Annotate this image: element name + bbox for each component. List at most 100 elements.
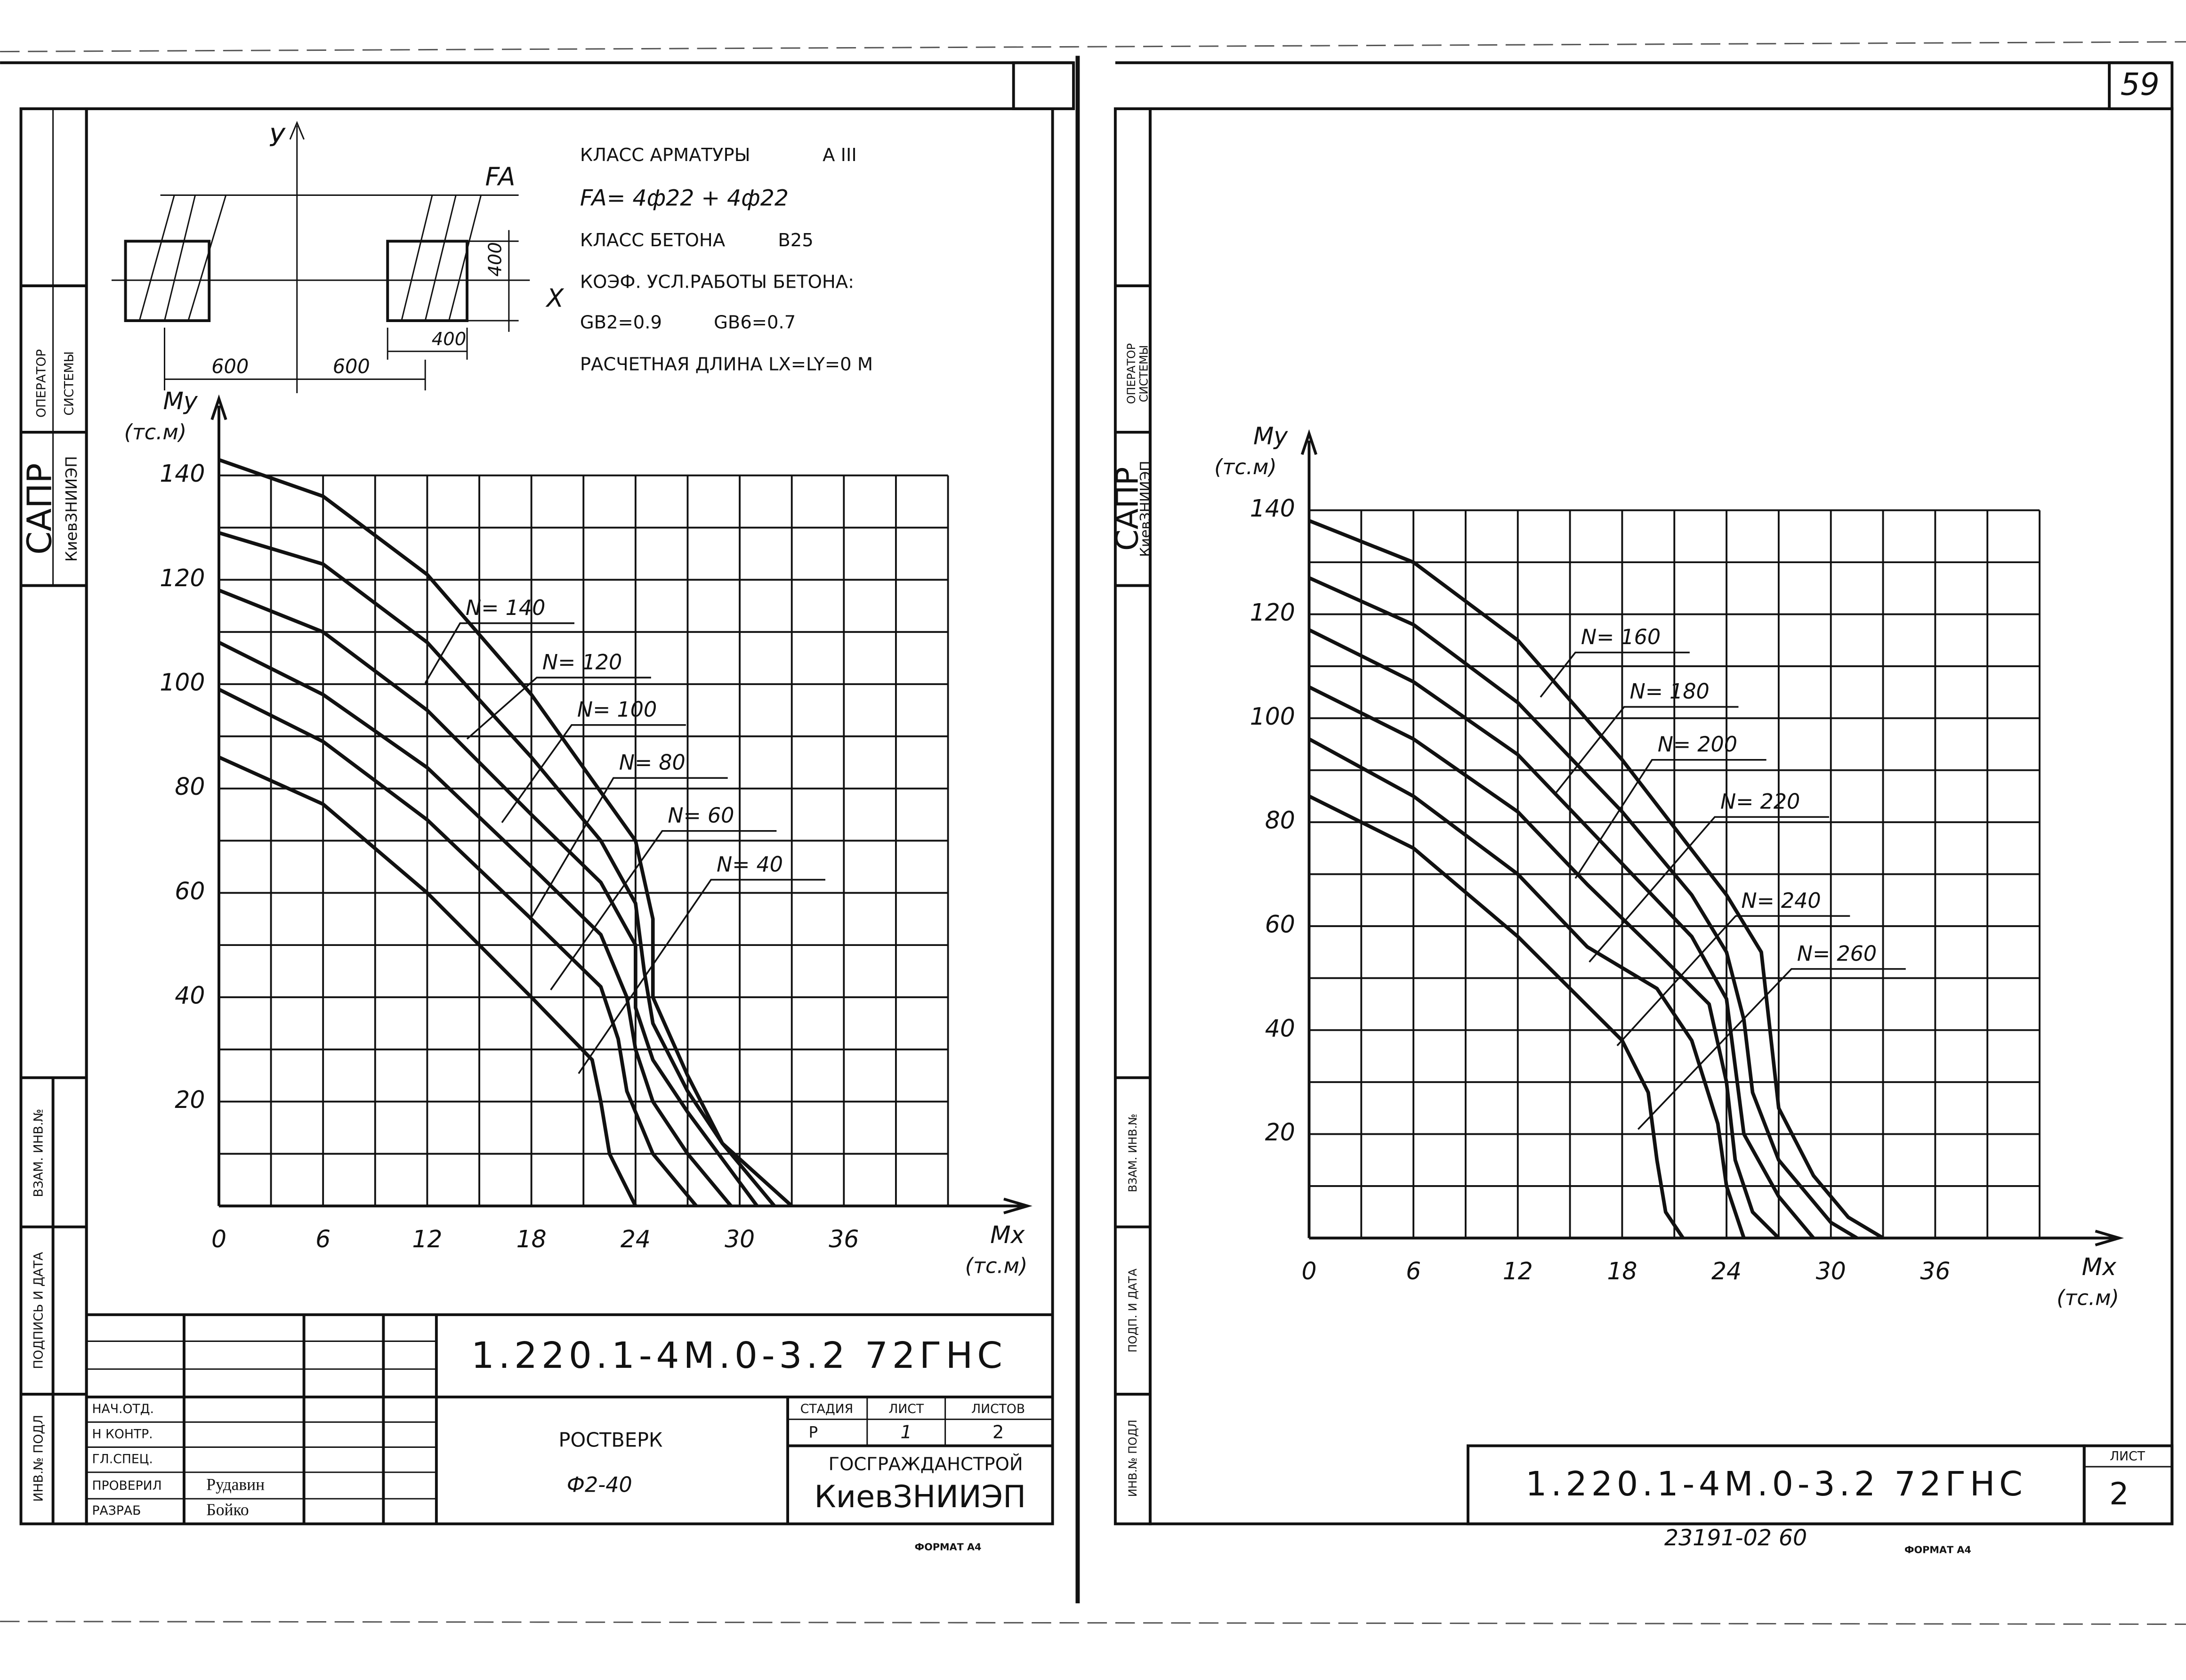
curve-label: N= 120 (542, 650, 622, 674)
section-sketch: У X FA 400 400 600 600 (111, 121, 565, 394)
curve-label: N= 140 (466, 596, 545, 620)
leader-line (550, 830, 777, 991)
curve (1308, 576, 1858, 1240)
col-head: СТАДИЯ (800, 1402, 853, 1416)
curve-label: N= 240 (1741, 889, 1821, 913)
curve (218, 588, 759, 1207)
left-title-block: 1.220.1-4М.0-3.2 72ГНС НАЧ.ОТД. Н КОНТР.… (86, 1313, 1053, 1553)
stamp-text: ПОДП. И ДАТА (1126, 1268, 1139, 1352)
y-tick-label: 20 (175, 1086, 205, 1114)
stamp-text: КиевЗНИИЭП (1137, 461, 1153, 557)
cell: 1 (900, 1422, 912, 1443)
right-frame: 59 ОПЕРАТОР СИСТЕМЫ САПР КиевЗНИИЭП ВЗАМ… (1110, 61, 2174, 1556)
curve-label: N= 200 (1658, 733, 1737, 757)
dim-label: 400 (485, 242, 506, 276)
leader-line (466, 677, 651, 740)
stamp-text: ВЗАМ. ИНВ.№ (1126, 1114, 1139, 1192)
archive-number: 23191-02 60 (1664, 1525, 1807, 1551)
y-tick-label: 140 (1250, 494, 1295, 522)
left-frame (0, 61, 1075, 1526)
x-axis-label: Mx (990, 1221, 1025, 1249)
col-head: ЛИСТ (888, 1402, 924, 1416)
x-tick-label: 36 (829, 1225, 859, 1253)
x-axis-label: Mx (2082, 1253, 2117, 1281)
y-tick-label: 120 (160, 564, 205, 592)
note: А III (823, 145, 857, 166)
page-number: 59 (2121, 67, 2160, 103)
y-tick-label: 80 (1265, 807, 1295, 834)
curve-label: N= 220 (1720, 790, 1800, 814)
role: ГЛ.СПЕЦ. (92, 1452, 153, 1467)
stamp-sapr: САПР (20, 463, 59, 555)
axis-y-label: У (269, 123, 286, 153)
y-axis-label: (тс.м) (124, 420, 187, 444)
curve (1308, 685, 1780, 1240)
y-axis (210, 394, 227, 1206)
y-tick-label: 100 (160, 669, 205, 696)
stamp-text: ПОДПИСЬ И ДАТА (31, 1252, 46, 1369)
doc-code: 1.220.1-4М.0-3.2 72ГНС (1525, 1464, 2027, 1503)
sheet-number: 2 (2109, 1477, 2129, 1512)
stamp-text: КиевЗНИИЭП (63, 456, 81, 562)
role: РАЗРАБ (92, 1503, 141, 1518)
leader-line (578, 879, 825, 1074)
leader-line (1574, 759, 1767, 879)
x-tick-label: 12 (1503, 1257, 1533, 1285)
format: ФОРМАТ А4 (915, 1542, 982, 1553)
stamp-text: ИНВ.№ ПОДЛ (31, 1415, 46, 1502)
curve (218, 687, 698, 1207)
x-axis-label: (тс.м) (965, 1254, 1028, 1278)
col-head: ЛИСТОВ (971, 1402, 1025, 1416)
role: ПРОВЕРИЛ (92, 1478, 162, 1493)
axis-x-label: X (545, 283, 565, 313)
note: КОЭФ. УСЛ.РАБОТЫ БЕТОНА: (580, 272, 854, 293)
person: Бойко (206, 1500, 249, 1519)
curve-label: N= 80 (619, 751, 686, 775)
x-tick-label: 30 (1816, 1257, 1846, 1285)
spec-notes: КЛАСС АРМАТУРЫ А III FA= 4ф22 + 4ф22 КЛА… (580, 145, 873, 375)
product-name: РОСТВЕРК (559, 1429, 663, 1452)
stamp-text: ВЗАМ. ИНВ.№ (31, 1109, 46, 1197)
y-axis-label: My (1253, 422, 1288, 450)
leader-line (501, 724, 686, 824)
y-tick-label: 120 (1250, 598, 1295, 626)
note: B25 (778, 230, 813, 251)
curve (1308, 737, 1746, 1239)
y-tick-label: 20 (1265, 1118, 1295, 1146)
leader-line (424, 622, 575, 684)
cut-line (0, 1621, 2186, 1625)
note: FA= 4ф22 + 4ф22 (580, 185, 789, 211)
leader-line (1589, 816, 1829, 963)
y-tick-label: 40 (175, 981, 205, 1009)
x-tick-label: 24 (1711, 1257, 1742, 1285)
x-tick-label: 18 (516, 1225, 547, 1253)
stamp-text: ОПЕРАТОР (34, 349, 48, 418)
stamp-text: СИСТЕМЫ (62, 351, 77, 416)
cut-line (0, 41, 2186, 53)
org: КиевЗНИИЭП (815, 1479, 1026, 1515)
x-tick-label: 18 (1607, 1257, 1637, 1285)
note: РАСЧЕТНАЯ ДЛИНА LX=LY=0 М (580, 354, 873, 375)
sheet-label: ЛИСТ (2110, 1449, 2146, 1464)
curve-label: N= 100 (577, 698, 657, 722)
curve (1308, 794, 1685, 1239)
curve (1308, 628, 1815, 1239)
leader-line (1637, 968, 1906, 1130)
stamp-text: ИНВ.№ ПОДЛ (1126, 1420, 1139, 1497)
y-tick-label: 80 (175, 773, 205, 800)
doc-code: 1.220.1-4М.0-3.2 72ГНС (471, 1335, 1007, 1377)
x-tick-label: 36 (1920, 1257, 1950, 1285)
role: НАЧ.ОТД. (92, 1402, 154, 1416)
y-tick-label: 100 (1250, 703, 1295, 730)
stamp-sapr: САПР (1110, 467, 1145, 551)
x-tick-label: 6 (1406, 1257, 1421, 1285)
cell: 2 (992, 1422, 1004, 1443)
y-axis-label: My (163, 387, 198, 415)
curve (218, 640, 733, 1207)
curve-label: N= 40 (717, 853, 783, 877)
curve-label: N= 180 (1629, 680, 1709, 704)
dim-label: 600 (333, 355, 370, 378)
x-axis (218, 1197, 1033, 1214)
format: ФОРМАТ А4 (1904, 1544, 1971, 1556)
x-tick-label: 12 (412, 1225, 442, 1253)
